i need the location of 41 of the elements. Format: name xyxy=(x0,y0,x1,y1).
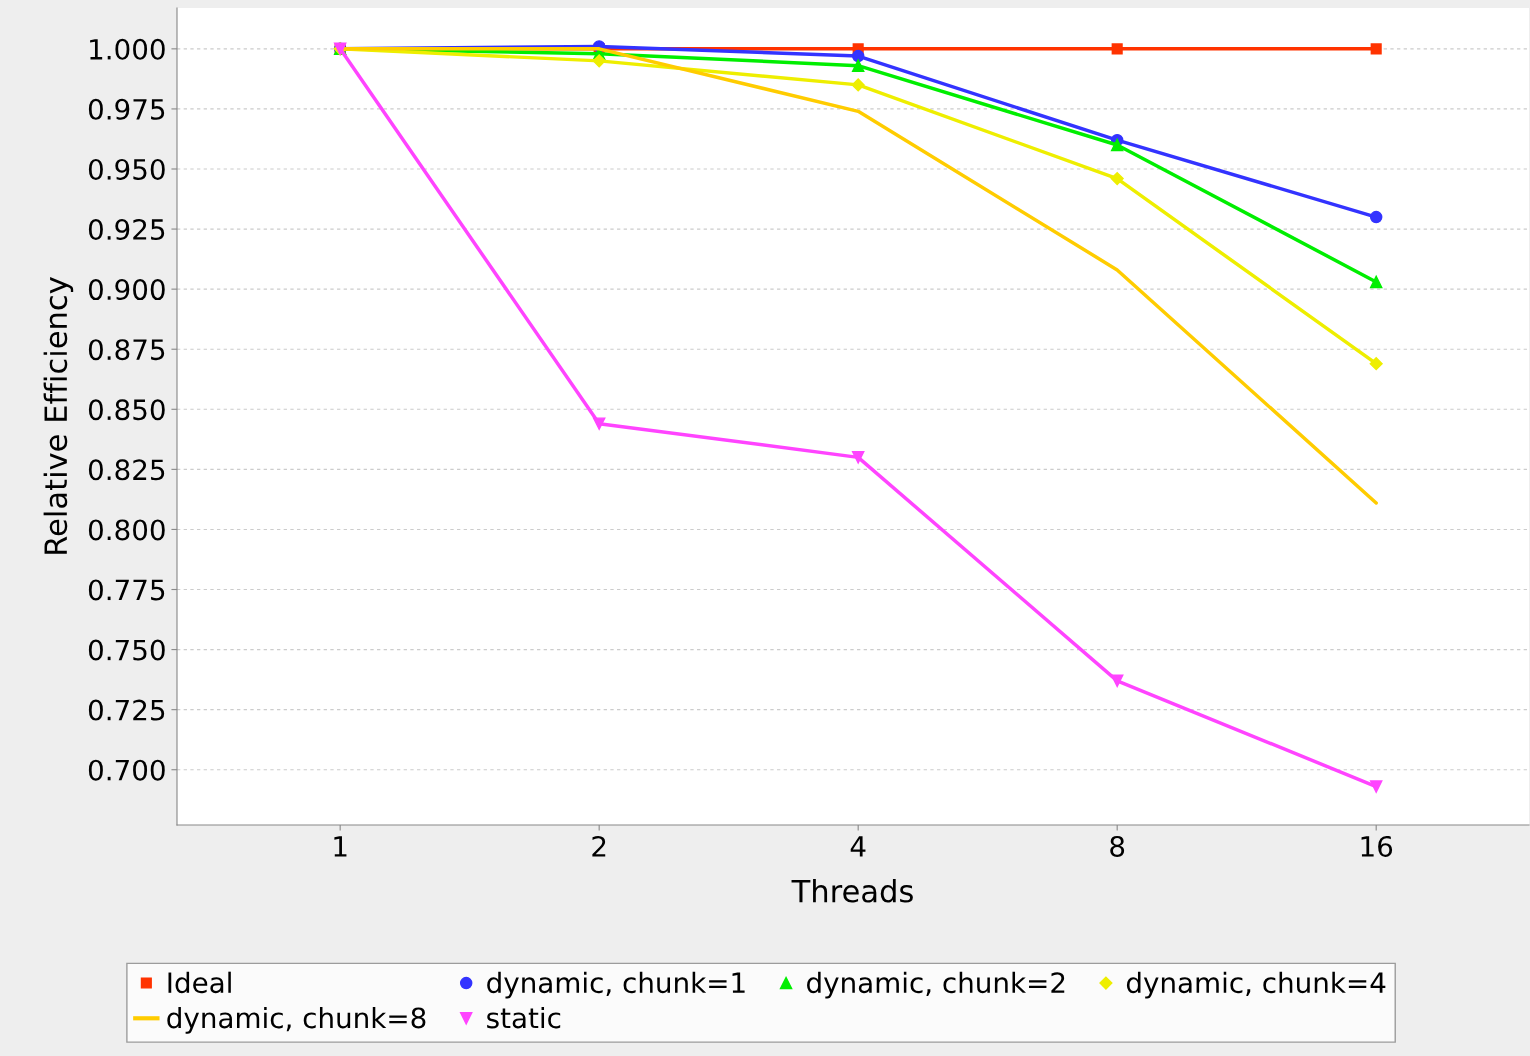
point xyxy=(1110,172,1124,186)
x-tick-label: 1 xyxy=(334,836,347,857)
y-tick-label: 0.825 xyxy=(88,459,165,481)
y-tick-label: 1.000 xyxy=(90,38,165,60)
y-tick-label: 0.850 xyxy=(88,399,165,421)
y-tick-label: 0.750 xyxy=(88,639,165,661)
y-tick-label: 0.875 xyxy=(88,339,165,361)
point xyxy=(1369,357,1383,371)
x-tick-label: 8 xyxy=(1110,835,1125,857)
y-axis-title: Relative Efficiency xyxy=(43,277,74,554)
legend-label: dynamic, chunk=2 xyxy=(807,971,1065,999)
x-axis-title: Threads xyxy=(791,878,913,903)
y-tick-label: 0.925 xyxy=(88,219,165,241)
y-tick-label: 0.775 xyxy=(88,579,165,601)
legend-label: dynamic, chunk=4 xyxy=(1126,971,1386,999)
point xyxy=(851,78,865,92)
point xyxy=(1111,43,1123,55)
legend-label: dynamic, chunk=1 xyxy=(487,971,745,999)
y-tick-label: 0.725 xyxy=(88,699,165,721)
x-tick-label: 16 xyxy=(1361,835,1393,857)
point xyxy=(592,54,606,68)
legend-label: static xyxy=(487,1006,561,1029)
point xyxy=(1369,210,1383,224)
y-tick-label: 0.975 xyxy=(88,98,165,120)
point xyxy=(1110,138,1124,152)
point xyxy=(851,49,865,63)
legend-label: Ideal xyxy=(168,971,231,994)
point xyxy=(592,417,606,430)
point xyxy=(1370,43,1382,55)
x-tick-label: 2 xyxy=(592,835,606,857)
legend-label: dynamic, chunk=8 xyxy=(167,1006,426,1034)
y-tick-label: 0.950 xyxy=(88,158,165,180)
y-tick-label: 0.900 xyxy=(88,279,165,301)
point xyxy=(1369,780,1383,793)
point xyxy=(851,59,865,72)
x-tick-label: 4 xyxy=(850,836,866,857)
point xyxy=(1369,275,1383,289)
y-tick-label: 0.800 xyxy=(88,519,165,541)
point xyxy=(851,451,865,464)
point xyxy=(1110,674,1124,688)
y-tick-label: 0.700 xyxy=(88,759,165,781)
